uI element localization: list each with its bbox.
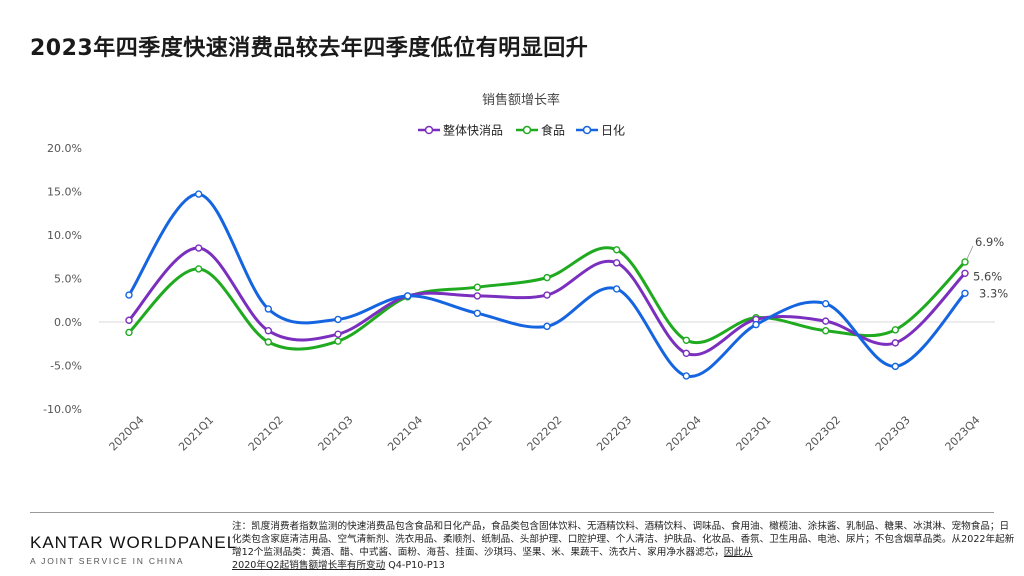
y-tick-label: 5.0% [54, 273, 82, 286]
brand-logo-text: KANTAR WORLDPANEL [30, 533, 238, 552]
x-tick-label: 2021Q3 [315, 413, 355, 453]
data-point-2 [334, 315, 342, 324]
data-point-0 [194, 244, 203, 252]
data-point-2 [752, 320, 760, 329]
x-tick-label: 2023Q4 [942, 413, 982, 453]
brand-logo-subtitle: A JOINT SERVICE IN CHINA [30, 556, 185, 566]
y-tick-label: 20.0% [47, 142, 82, 155]
data-point-2 [961, 289, 969, 297]
data-point-2 [821, 300, 830, 308]
footnote-source: Q4-P10-P13 [385, 560, 445, 571]
series-line-2 [127, 192, 967, 378]
legend-marker-0 [424, 125, 434, 135]
data-point-2 [473, 309, 482, 317]
data-point-0 [682, 349, 691, 358]
data-point-0 [891, 339, 900, 347]
legend-label-0: 整体快消品 [443, 123, 503, 138]
y-tick-label: 0.0% [54, 316, 82, 329]
data-point-1 [891, 326, 900, 334]
x-tick-label: 2022Q2 [524, 413, 564, 453]
data-point-0 [125, 316, 133, 324]
data-point-2 [264, 305, 273, 313]
footnote-underlined-2: 2020年Q2起销售额增长率有所变动 [232, 560, 386, 571]
data-point-1 [473, 283, 482, 291]
data-point-1 [264, 338, 273, 346]
data-point-1 [194, 265, 203, 273]
data-point-1 [543, 273, 551, 282]
data-point-2 [891, 362, 900, 371]
legend-marker-1 [522, 125, 532, 135]
data-point-0 [334, 330, 342, 338]
data-point-1 [961, 258, 969, 266]
data-point-0 [264, 327, 273, 335]
y-tick-label: 15.0% [47, 186, 82, 199]
x-tick-label: 2023Q3 [873, 413, 913, 453]
data-point-1 [334, 337, 342, 345]
x-tick-label: 2021Q1 [176, 413, 216, 453]
footnote-main: 注：凯度消费者指数监测的快速消费品包含食品和日化产品，食品类包含固体饮料、无酒精… [232, 521, 1015, 558]
data-point-1 [612, 246, 621, 254]
end-label-2: 3.3% [979, 286, 1008, 300]
end-label-0: 5.6% [973, 269, 1002, 283]
data-point-2 [125, 291, 133, 299]
legend-label-2: 日化 [601, 124, 625, 138]
footnote-underlined-1: 因此从 [723, 547, 753, 558]
data-point-0 [543, 291, 551, 299]
data-point-0 [961, 269, 969, 277]
data-point-2 [612, 285, 621, 293]
page-title: 2023年四季度快速消费品较去年四季度低位有明显回升 [30, 36, 589, 61]
y-tick-label: -10.0% [43, 403, 82, 416]
legend-marker-2 [582, 125, 592, 135]
x-tick-label: 2022Q3 [594, 413, 634, 453]
data-point-0 [612, 259, 621, 267]
x-tick-label: 2022Q1 [455, 413, 495, 453]
y-tick-label: 10.0% [47, 229, 82, 242]
data-point-1 [821, 327, 830, 335]
series-line-0 [127, 246, 967, 357]
data-point-2 [194, 190, 203, 198]
data-point-0 [821, 317, 830, 325]
x-tick-label: 2021Q4 [385, 413, 425, 453]
x-tick-label: 2021Q2 [246, 413, 286, 453]
data-point-2 [543, 322, 551, 331]
legend-label-1: 食品 [541, 123, 565, 138]
footer-divider [30, 512, 994, 513]
data-point-2 [403, 292, 412, 300]
y-tick-label: -5.0% [50, 360, 82, 373]
end-label-leader [966, 245, 974, 260]
data-point-1 [682, 336, 691, 344]
data-point-2 [682, 372, 691, 380]
x-tick-label: 2020Q4 [106, 413, 146, 453]
data-point-0 [473, 292, 482, 300]
x-tick-label: 2022Q4 [664, 413, 704, 453]
x-tick-label: 2023Q1 [733, 413, 773, 453]
footnote: 注：凯度消费者指数监测的快速消费品包含食品和日化产品，食品类包含固体饮料、无酒精… [232, 520, 1017, 572]
x-tick-label: 2023Q2 [803, 413, 843, 453]
end-label-1: 6.9% [975, 235, 1004, 249]
chart-title: 销售额增长率 [482, 92, 560, 108]
data-point-1 [125, 328, 133, 337]
